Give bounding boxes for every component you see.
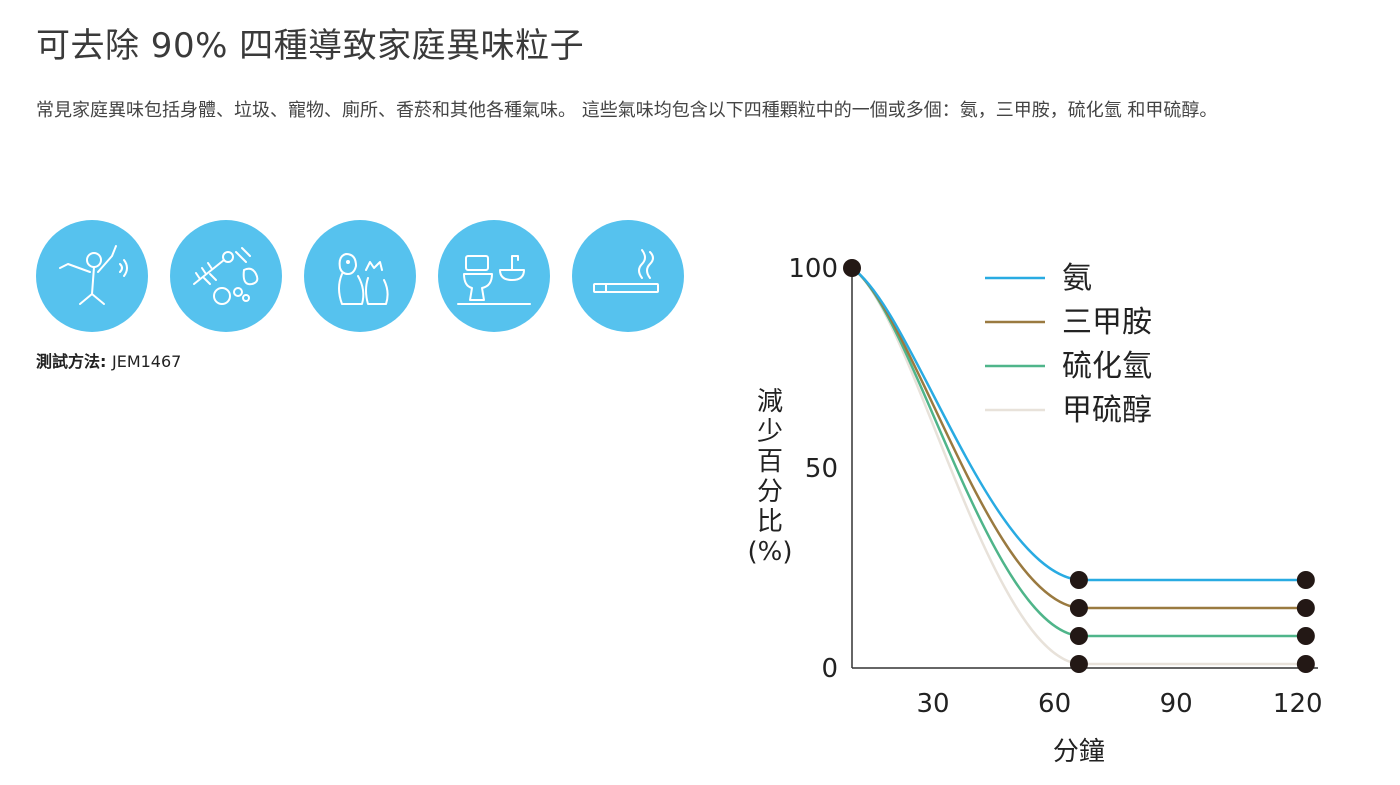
cigarette-icon xyxy=(572,220,684,332)
data-point-0-0 xyxy=(843,259,861,277)
x-tick-label: 90 xyxy=(1160,689,1193,719)
x-tick-label: 60 xyxy=(1038,689,1071,719)
data-point-0-1 xyxy=(1069,571,1088,589)
body-odor-icon xyxy=(36,220,148,332)
data-point-2-2 xyxy=(1296,627,1315,645)
garbage-icon xyxy=(170,220,282,332)
x-tick-label: 30 xyxy=(916,689,949,719)
y-axis-label: (%) xyxy=(748,537,793,567)
legend-label-0: 氨 xyxy=(1062,261,1092,296)
page-description: 常見家庭異味包括身體、垃圾、寵物、廁所、香菸和其他各種氣味。 這些氣味均包含以下… xyxy=(36,100,1218,121)
y-axis-label: 百 xyxy=(757,447,783,477)
data-point-2-1 xyxy=(1069,627,1088,645)
data-point-3-2 xyxy=(1296,655,1315,673)
y-tick-label: 0 xyxy=(821,654,838,684)
page-title: 可去除 90% 四種導致家庭異味粒子 xyxy=(36,26,585,66)
data-point-1-1 xyxy=(1069,599,1088,617)
y-axis-label: 少 xyxy=(757,417,783,447)
odor-icons xyxy=(36,220,684,332)
test-method: 測試方法: JEM1467 xyxy=(36,348,181,372)
data-point-1-2 xyxy=(1296,599,1315,617)
pet-icon xyxy=(304,220,416,332)
legend-label-1: 三甲胺 xyxy=(1062,305,1152,340)
y-axis-label: 減 xyxy=(757,387,783,417)
test-method-value: JEM1467 xyxy=(111,352,182,371)
legend-label-2: 硫化氫 xyxy=(1062,349,1152,384)
y-tick-label: 100 xyxy=(788,254,838,284)
data-point-0-2 xyxy=(1296,571,1315,589)
data-point-3-1 xyxy=(1069,655,1088,673)
x-axis-label: 分鐘 xyxy=(1053,737,1105,767)
legend-label-3: 甲硫醇 xyxy=(1062,393,1152,428)
test-method-label: 測試方法: xyxy=(36,352,107,371)
x-tick-label: 120 xyxy=(1273,689,1323,719)
y-tick-label: 50 xyxy=(805,454,838,484)
y-axis-label: 比 xyxy=(757,507,783,537)
series-line-0 xyxy=(851,266,1306,582)
y-axis-label: 分 xyxy=(757,477,783,507)
toilet-icon xyxy=(438,220,550,332)
